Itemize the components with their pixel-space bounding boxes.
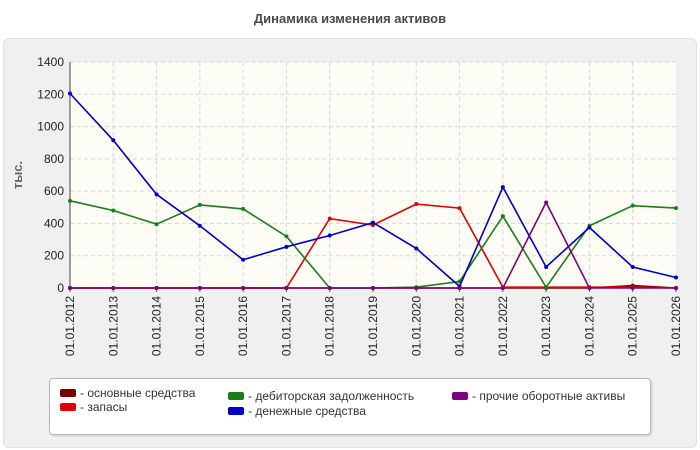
x-tick-label: 01.01.2013 (106, 296, 120, 356)
data-point (68, 198, 72, 203)
data-point (111, 138, 116, 143)
legend-label: - запасы (80, 400, 128, 414)
x-tick-label: 01.01.2018 (323, 296, 337, 356)
y-tick-label: 1200 (37, 87, 64, 101)
data-point (327, 286, 332, 290)
x-tick-label: 01.01.2026 (669, 296, 683, 356)
data-point (197, 202, 202, 207)
y-axis-label: тыс. (10, 161, 25, 189)
data-point (371, 220, 375, 225)
x-tick-label: 01.01.2024 (582, 296, 596, 356)
series-3 (68, 91, 678, 289)
y-tick-label: 800 (44, 152, 64, 166)
data-point (154, 222, 159, 227)
data-point (630, 265, 635, 270)
x-tick-label: 01.01.2014 (150, 296, 164, 356)
y-tick-label: 1400 (37, 55, 64, 69)
y-tick-label: 600 (44, 184, 64, 198)
data-point (500, 185, 505, 190)
y-tick-label: 200 (44, 249, 64, 263)
series-4 (68, 200, 678, 290)
chart-title: Динамика изменения активов (253, 11, 447, 26)
data-point (500, 286, 505, 290)
legend-label: - денежные средства (248, 404, 366, 418)
data-point (544, 285, 549, 290)
legend-label: - основные средства (80, 386, 196, 400)
x-tick-label: 01.01.2019 (366, 296, 380, 356)
data-point (241, 206, 246, 211)
y-tick-label: 400 (44, 216, 64, 230)
x-tick-label: 01.01.2015 (193, 296, 207, 356)
data-point (414, 202, 419, 207)
data-point (630, 203, 635, 208)
data-point (674, 275, 678, 280)
data-point (284, 234, 289, 239)
data-point (111, 286, 116, 290)
data-point (241, 257, 246, 262)
legend-label: - дебиторская задолженность (248, 389, 415, 403)
legend-swatch-other (452, 392, 468, 400)
data-point (414, 286, 419, 290)
legend-item-inventory[interactable]: - запасы (60, 400, 127, 414)
legend-swatch-fixed-assets (60, 389, 76, 397)
legend-swatch-cash (228, 407, 244, 415)
x-tick-label: 01.01.2017 (279, 296, 293, 356)
y-tick-label: 1000 (37, 120, 64, 134)
x-tick-label: 01.01.2012 (63, 296, 77, 356)
legend-label: - прочие оборотные активы (472, 389, 626, 403)
x-tick-label: 01.01.2020 (409, 296, 423, 356)
legend-swatch-inventory (60, 403, 76, 411)
data-point (500, 214, 505, 219)
data-point (154, 192, 159, 197)
x-tick-label: 01.01.2016 (236, 296, 250, 356)
legend-item-cash[interactable]: - денежные средства (228, 404, 366, 418)
data-point (630, 286, 635, 290)
data-point (587, 286, 592, 290)
data-point (587, 225, 592, 230)
legend-item-other-current-assets[interactable]: - прочие оборотные активы (452, 389, 625, 403)
data-point (241, 286, 246, 290)
data-point (327, 216, 332, 221)
data-point (674, 286, 678, 290)
data-point (457, 286, 462, 290)
x-tick-label: 01.01.2023 (539, 296, 553, 356)
data-point (457, 206, 462, 211)
legend-item-receivables[interactable]: - дебиторская задолженность (228, 389, 414, 403)
legend-item-fixed-assets[interactable]: - основные средства (60, 386, 195, 400)
data-point (68, 286, 72, 290)
data-point (111, 208, 116, 213)
data-point (68, 91, 72, 96)
data-point (544, 265, 549, 270)
x-tick-label: 01.01.2025 (626, 296, 640, 356)
data-point (284, 286, 289, 290)
data-point (154, 286, 159, 290)
data-point (544, 200, 549, 205)
x-tick-label: 01.01.2022 (496, 296, 510, 356)
data-point (197, 223, 202, 228)
data-point (674, 206, 678, 211)
legend: - основные средства - запасы - дебиторск… (49, 378, 651, 435)
data-point (327, 233, 332, 238)
data-point (284, 244, 289, 249)
legend-swatch-receivables (228, 392, 244, 400)
x-tick-label: 01.01.2021 (453, 296, 467, 356)
data-point (371, 286, 375, 290)
data-point (414, 246, 419, 251)
y-tick-label: 0 (57, 281, 64, 295)
data-point (197, 286, 202, 290)
